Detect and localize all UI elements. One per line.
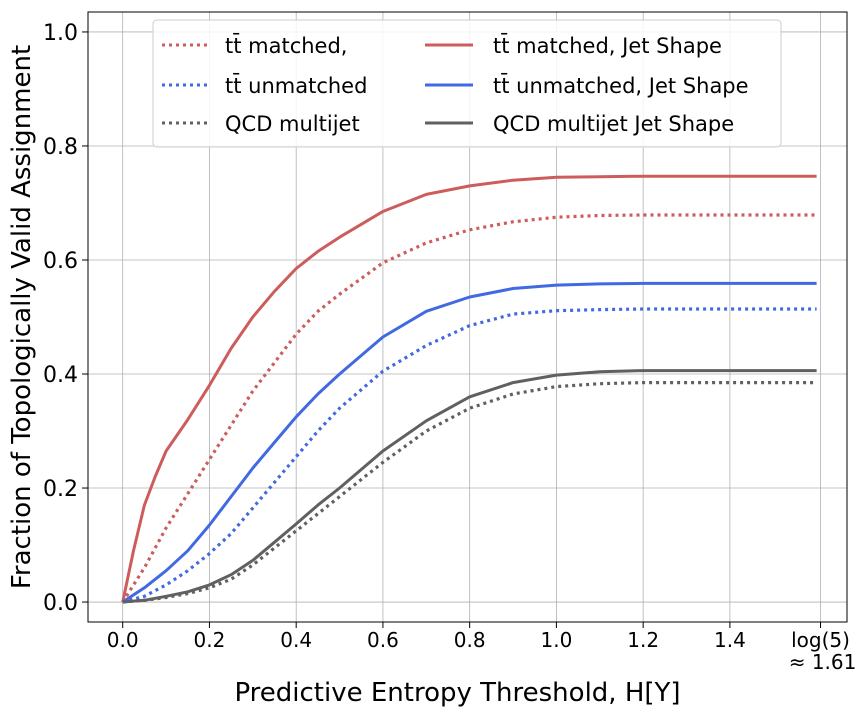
legend-label-2: tt̄ unmatched: [225, 73, 367, 98]
y-tick-label: 1.0: [43, 21, 78, 46]
y-axis-label: Fraction of Topologically Valid Assignme…: [7, 45, 37, 589]
legend-label-6: QCD multijet Jet Shape: [493, 112, 734, 136]
series-lines: [121, 174, 817, 604]
series-line-5: [121, 281, 817, 604]
legend-label-1: tt̄ matched,: [225, 33, 347, 58]
x-tick-sublabel: ≈ 1.61: [789, 650, 857, 674]
y-tick-label: 0.2: [43, 477, 78, 502]
x-tick-label: log(5): [791, 628, 850, 652]
legend: tt̄ matched, tt̄ unmatched QCD multijet tt̄…: [152, 19, 782, 148]
x-tick-label: 1.4: [714, 628, 746, 652]
y-axis-ticks: 0.0 0.2 0.4 0.6 0.8 1.0: [43, 21, 88, 616]
x-axis-label: Predictive Entropy Threshold, H[Y]: [234, 678, 680, 708]
x-tick-label: 0.6: [367, 628, 399, 652]
series-line-6: [122, 369, 817, 604]
y-tick-label: 0.6: [43, 249, 78, 274]
x-tick-label: 0.2: [194, 628, 226, 652]
x-tick-label: 0.4: [280, 628, 312, 652]
plot-frame: [87, 11, 848, 623]
legend-label-5: tt̄ unmatched, Jet Shape: [493, 73, 749, 98]
y-tick-label: 0.0: [43, 591, 78, 616]
x-tick-label: 1.2: [627, 628, 659, 652]
series-line-4: [121, 174, 817, 603]
legend-label-4: tt̄ matched, Jet Shape: [493, 33, 722, 58]
x-tick-label: 0.8: [454, 628, 486, 652]
x-tick-label: 1.0: [541, 628, 573, 652]
series-line-2: [122, 307, 817, 604]
x-axis-ticks: 0.0 0.2 0.4 0.6 0.8 1.0 1.2 1.4 log(5)≈ 1.61: [107, 622, 857, 674]
legend-label-3: QCD multijet: [225, 112, 360, 136]
y-tick-label: 0.8: [43, 135, 78, 160]
y-tick-label: 0.4: [43, 363, 78, 388]
series-line-1: [121, 213, 817, 603]
x-tick-label: 0.0: [107, 628, 139, 652]
